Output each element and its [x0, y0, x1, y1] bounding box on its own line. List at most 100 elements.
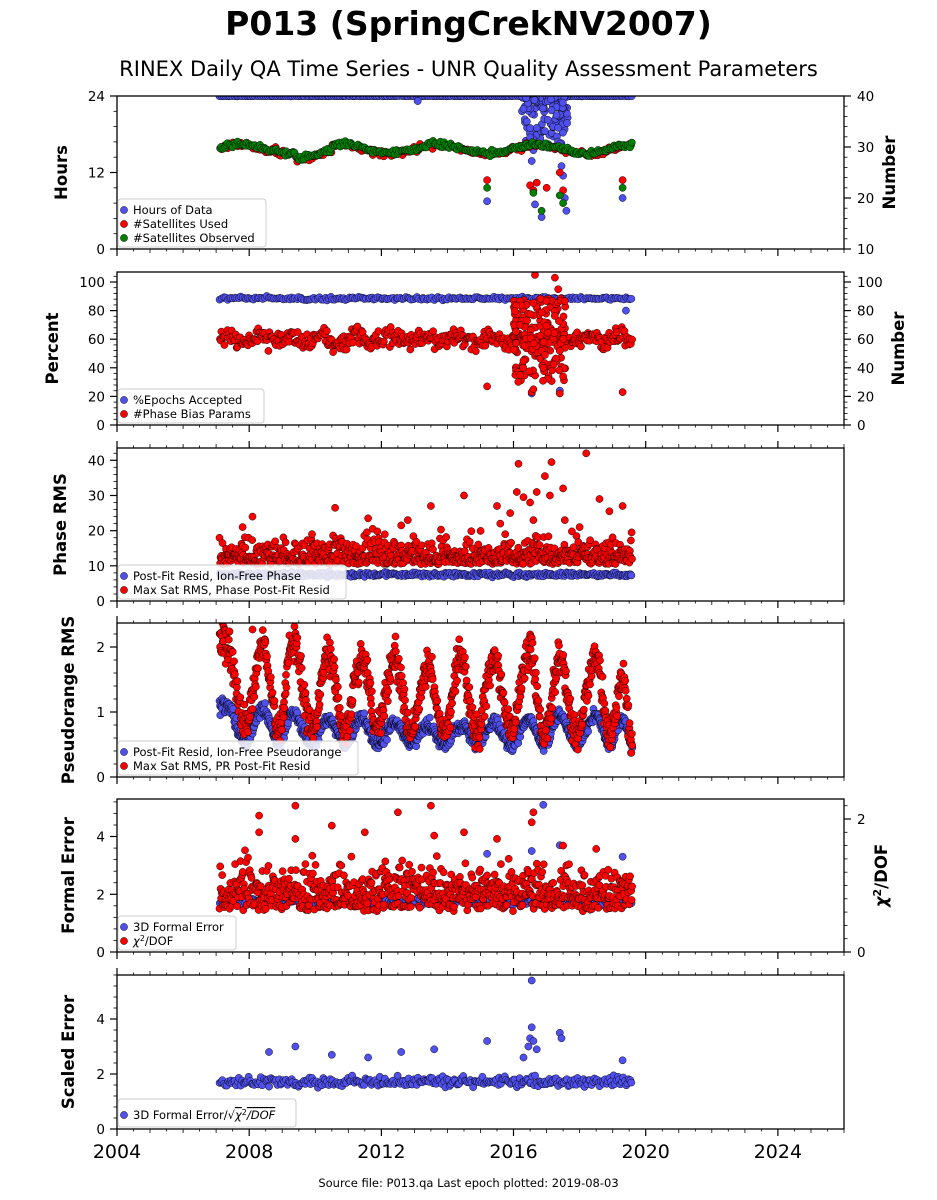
y-right-axis-label: Number — [880, 135, 899, 210]
max-sat-rms-pr-post-fit-resid-point — [345, 726, 354, 735]
max-sat-rms-pr-post-fit-resid-point — [335, 703, 344, 712]
phase-bias-params-point — [539, 363, 548, 372]
legend-marker — [120, 572, 128, 580]
phase-bias-params-point — [529, 339, 538, 348]
phase-bias-params-point — [471, 347, 480, 356]
hours-of-data-point — [519, 104, 528, 113]
legend-box — [117, 388, 265, 424]
phase-bias-params-point — [555, 317, 563, 325]
max-sat-rms-phase-post-fit-resid-point — [544, 532, 553, 541]
max-sat-rms-pr-post-fit-resid-point — [500, 698, 509, 707]
y-right-tick-label: 20 — [857, 191, 874, 207]
max-sat-rms-phase-post-fit-resid-point — [241, 543, 250, 552]
max-sat-rms-pr-post-fit-resid-point — [447, 708, 455, 716]
max-sat-rms-pr-post-fit-resid-point — [475, 733, 484, 742]
max-sat-rms-pr-post-fit-resid-point — [532, 668, 540, 677]
phase-bias-params-point — [618, 388, 627, 396]
y-tick-label: 60 — [88, 332, 105, 348]
y-right-tick-label: 30 — [857, 140, 874, 156]
max-sat-rms-phase-post-fit-resid-point — [627, 536, 635, 545]
phase-bias-params-point — [541, 351, 549, 359]
max-sat-rms-phase-post-fit-resid-point — [605, 507, 614, 516]
max-sat-rms-pr-post-fit-resid-point — [533, 682, 542, 691]
epochs-accepted-point — [622, 306, 630, 315]
phase-bias-params-point — [577, 342, 585, 351]
phase-bias-params-point — [512, 339, 520, 347]
phase-bias-params-point — [523, 316, 531, 325]
max-sat-rms-phase-post-fit-resid-point — [568, 527, 576, 536]
hours-of-data-point — [539, 104, 547, 113]
phase-bias-params-point — [561, 297, 569, 305]
max-sat-rms-phase-post-fit-resid-point — [529, 516, 538, 524]
max-sat-rms-pr-post-fit-resid-point — [461, 662, 470, 671]
max-sat-rms-pr-post-fit-resid-point — [246, 712, 254, 721]
max-sat-rms-phase-post-fit-resid-point — [628, 555, 636, 563]
max-sat-rms-pr-post-fit-resid-point — [243, 728, 252, 737]
phase-bias-params-point — [539, 338, 548, 346]
max-sat-rms-pr-post-fit-resid-point — [300, 680, 309, 689]
max-sat-rms-phase-post-fit-resid-point — [519, 493, 528, 502]
y-right-axis-label: Number — [889, 311, 908, 386]
max-sat-rms-pr-post-fit-resid-point — [270, 697, 279, 705]
phase-bias-params-point — [628, 335, 636, 344]
max-sat-rms-pr-post-fit-resid-point — [446, 723, 455, 732]
hours-of-data-point — [557, 162, 566, 170]
max-sat-rms-pr-post-fit-resid-point — [297, 652, 305, 660]
phase-bias-params-point — [264, 347, 273, 355]
data-points — [215, 96, 636, 221]
max-sat-rms-pr-post-fit-resid-point — [261, 638, 270, 647]
legend-marker — [120, 234, 128, 242]
figure-subtitle: RINEX Daily QA Time Series - UNR Quality… — [119, 57, 818, 81]
satellites-observed-point — [537, 206, 546, 215]
max-sat-rms-pr-post-fit-resid-point — [497, 670, 506, 679]
hours-of-data-point — [547, 106, 556, 115]
max-sat-rms-pr-post-fit-resid-point — [367, 700, 376, 708]
max-sat-rms-phase-post-fit-resid-point — [547, 458, 556, 466]
max-sat-rms-phase-post-fit-resid-point — [460, 491, 468, 500]
phase-bias-params-point — [526, 310, 535, 319]
legend-box — [117, 198, 267, 248]
satellites-used-point — [542, 183, 551, 192]
hours-of-data-point — [526, 124, 534, 132]
max-sat-rms-pr-post-fit-resid-point — [475, 745, 484, 753]
max-sat-rms-pr-post-fit-resid-point — [504, 705, 513, 714]
max-sat-rms-pr-post-fit-resid-point — [334, 693, 343, 702]
hours-of-data-point — [483, 197, 491, 206]
hours-of-data-point — [541, 127, 549, 135]
max-sat-rms-phase-post-fit-resid-point — [526, 498, 534, 507]
phase-bias-params-point — [512, 327, 520, 336]
hours-of-data-point — [543, 115, 552, 124]
max-sat-rms-pr-post-fit-resid-point — [248, 705, 257, 713]
max-sat-rms-pr-post-fit-resid-point — [301, 688, 310, 697]
max-sat-rms-pr-post-fit-resid-point — [290, 623, 299, 631]
max-sat-rms-pr-post-fit-resid-point — [428, 675, 437, 684]
max-sat-rms-pr-post-fit-resid-point — [401, 696, 409, 705]
hours-of-data-point — [530, 96, 539, 104]
hours-of-data-point — [563, 119, 571, 127]
max-sat-rms-phase-post-fit-resid-point — [608, 533, 617, 542]
satellites-observed-point — [627, 138, 636, 147]
hours-of-data-point — [532, 124, 541, 132]
max-sat-rms-pr-post-fit-resid-point — [397, 663, 405, 672]
hours-of-data-point — [559, 128, 567, 137]
max-sat-rms-pr-post-fit-resid-point — [282, 683, 291, 692]
max-sat-rms-pr-post-fit-resid-point — [254, 664, 262, 673]
max-sat-rms-pr-post-fit-resid-point — [531, 675, 540, 683]
legend-box — [117, 564, 347, 600]
max-sat-rms-pr-post-fit-resid-point — [530, 654, 539, 663]
max-sat-rms-pr-post-fit-resid-point — [347, 710, 356, 719]
max-sat-rms-phase-post-fit-resid-point — [618, 502, 627, 510]
max-sat-rms-pr-post-fit-resid-point — [461, 653, 469, 662]
max-sat-rms-pr-post-fit-resid-point — [252, 682, 260, 691]
y-tick-label: 10 — [88, 559, 105, 575]
hours-of-data-point — [552, 111, 561, 119]
phase-bias-params-point — [536, 294, 545, 303]
max-sat-rms-phase-post-fit-resid-point — [582, 449, 591, 458]
phase-bias-params-point — [542, 321, 551, 330]
y-right-tick-label: 100 — [857, 275, 883, 291]
post-fit-resid-ion-free-pseudorange-point — [293, 708, 302, 717]
